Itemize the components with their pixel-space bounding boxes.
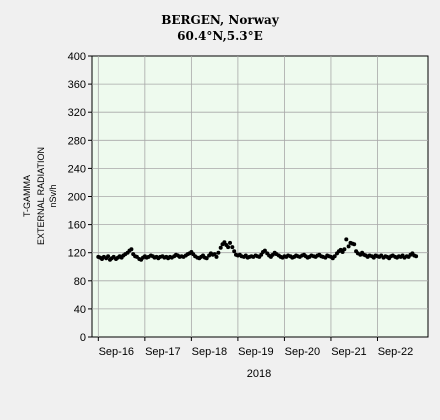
data-point — [204, 256, 209, 261]
y-tick-label: 200 — [68, 192, 86, 204]
x-tick-label: Sep-18 — [192, 346, 227, 358]
x-tick-label: Sep-16 — [99, 346, 134, 358]
data-point — [226, 245, 231, 250]
data-point — [262, 248, 267, 253]
data-point — [228, 240, 232, 245]
data-point — [216, 250, 221, 255]
data-point — [344, 237, 349, 242]
chart-title: BERGEN, Norway — [161, 13, 280, 27]
y-tick-label: 280 — [68, 135, 86, 147]
y-axis-label-line-1: T-GAMMA — [22, 175, 32, 217]
x-tick-label: Sep-19 — [238, 346, 273, 358]
y-tick-label: 120 — [68, 248, 86, 260]
x-tick-label: Sep-21 — [331, 346, 366, 358]
data-point — [106, 254, 111, 259]
data-point — [232, 249, 237, 254]
data-point — [212, 252, 217, 257]
y-axis-label-line-3: nSv/h — [48, 184, 58, 207]
y-tick-label: 240 — [68, 163, 86, 175]
grid-lines — [92, 56, 428, 337]
chart-subtitle: 60.4°N,5.3°E — [177, 29, 263, 43]
y-tick-label: 0 — [80, 332, 86, 344]
x-tick-label: Sep-20 — [285, 346, 320, 358]
x-tick-label: Sep-22 — [378, 346, 413, 358]
y-axis-ticks: 0 40 80 120 160 200 240 280 320 360 400 — [68, 51, 92, 344]
y-tick-label: 400 — [68, 51, 86, 63]
data-point — [222, 240, 227, 245]
data-point — [218, 245, 223, 250]
y-tick-label: 320 — [68, 107, 86, 119]
data-point — [414, 254, 419, 259]
data-point — [214, 254, 219, 259]
data-point — [346, 244, 351, 249]
y-tick-label: 160 — [68, 220, 86, 232]
data-point — [352, 242, 357, 247]
x-axis-ticks: Sep-16 Sep-17 Sep-18 Sep-19 Sep-20 Sep-21 Sep-… — [97, 337, 413, 358]
y-tick-label: 360 — [68, 79, 86, 91]
y-axis-label: T-GAMMA EXTERNAL RADIATION nSv/h — [22, 147, 58, 245]
data-series — [96, 237, 419, 262]
y-tick-label: 80 — [74, 276, 86, 288]
data-point — [129, 247, 134, 252]
x-tick-label: Sep-17 — [145, 346, 180, 358]
data-point — [230, 245, 235, 250]
data-point — [332, 254, 337, 259]
data-point — [342, 247, 347, 252]
x-axis-label: 2018 — [247, 368, 271, 380]
y-tick-label: 40 — [74, 304, 86, 316]
y-axis-label-line-2: EXTERNAL RADIATION — [36, 147, 46, 245]
